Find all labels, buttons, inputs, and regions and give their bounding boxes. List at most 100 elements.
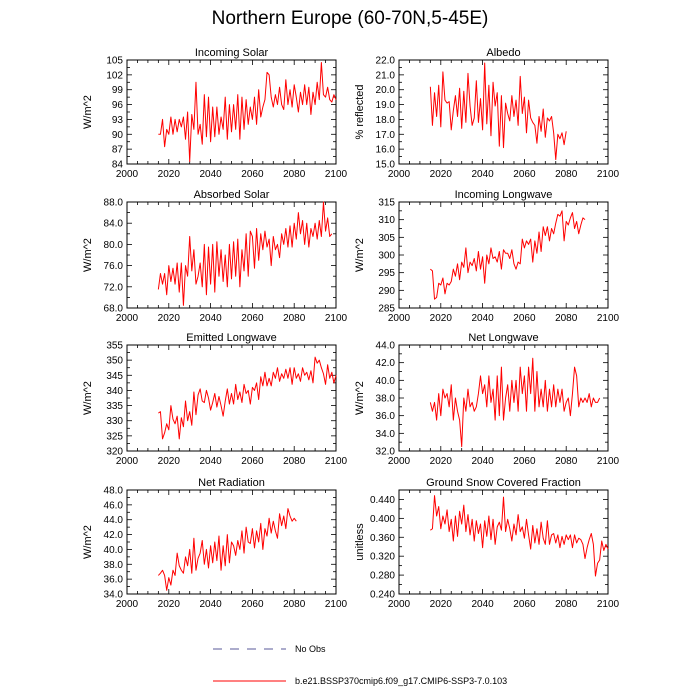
x-tick-label: 2000 [388, 599, 411, 610]
y-tick-label: 34.0 [104, 590, 124, 601]
x-tick-label: 2040 [471, 599, 494, 610]
y-tick-label: 350 [106, 356, 123, 367]
y-tick-label: 320 [106, 447, 123, 458]
x-tick-label: 2100 [325, 599, 348, 610]
y-tick-label: 17.0 [376, 130, 396, 141]
x-tick-label: 2000 [116, 599, 139, 610]
y-axis-label: W/m^2 [82, 95, 94, 129]
y-tick-label: 0.360 [370, 533, 395, 544]
y-axis-label: % reflected [354, 84, 366, 139]
x-tick-label: 2080 [555, 313, 578, 324]
x-tick-label: 2000 [116, 456, 139, 467]
y-tick-label: 93 [112, 115, 124, 126]
x-tick-label: 2080 [283, 456, 306, 467]
y-tick-label: 345 [106, 371, 123, 382]
panel-title: Absorbed Solar [194, 189, 270, 201]
x-tick-label: 2040 [471, 456, 494, 467]
y-tick-label: 18.0 [376, 115, 396, 126]
x-tick-label: 2060 [513, 456, 536, 467]
y-tick-label: 0.400 [370, 514, 395, 525]
y-tick-label: 80.0 [104, 240, 124, 251]
x-tick-label: 2100 [325, 456, 348, 467]
panel-title: Emitted Longwave [186, 332, 277, 344]
panel-emitted-longwave: Emitted Longwave 2000 2020 2040 2060 2080 2100… [82, 332, 348, 467]
y-tick-label: 285 [378, 304, 395, 315]
y-tick-label: 355 [106, 341, 123, 352]
panel-albedo: Albedo 2000 2020 2040 2060 2080 2100 15.0 16.0 17… [354, 47, 620, 180]
series-line [157, 508, 297, 591]
y-tick-label: 87 [112, 145, 124, 156]
y-tick-label: 0.240 [370, 590, 395, 601]
panel-incoming-longwave: Incoming Longwave 2000 2020 2040 2060 2080 210… [354, 189, 620, 324]
x-tick-label: 2060 [241, 169, 264, 180]
x-tick-label: 2040 [199, 599, 222, 610]
x-tick-label: 2000 [116, 313, 139, 324]
y-tick-label: 335 [106, 401, 123, 412]
x-tick-label: 2020 [430, 313, 453, 324]
x-tick-label: 2100 [597, 456, 620, 467]
panel-title: Incoming Longwave [455, 189, 553, 201]
y-axis-label: W/m^2 [82, 238, 94, 272]
x-tick-label: 2040 [199, 313, 222, 324]
x-tick-label: 2080 [555, 599, 578, 610]
y-tick-label: 68.0 [104, 304, 124, 315]
y-axis-label: W/m^2 [354, 238, 366, 272]
y-tick-label: 76.0 [104, 261, 124, 272]
plot-frame [398, 344, 609, 452]
y-tick-label: 42.0 [104, 530, 124, 541]
x-tick-label: 2000 [388, 313, 411, 324]
y-tick-label: 84 [112, 160, 124, 171]
x-tick-label: 2020 [158, 599, 181, 610]
y-tick-label: 305 [378, 233, 395, 244]
y-tick-label: 99 [112, 85, 124, 96]
y-tick-label: 40.0 [104, 545, 124, 556]
x-tick-label: 2060 [513, 599, 536, 610]
series-line [429, 357, 601, 448]
series-line [429, 62, 567, 161]
panel-ground-snow: Ground Snow Covered Fraction 2000 2020 2040… [354, 477, 620, 610]
x-tick-label: 2100 [325, 313, 348, 324]
plot-frame [398, 59, 609, 165]
y-tick-label: 34.0 [376, 429, 396, 440]
x-tick-label: 2080 [283, 313, 306, 324]
y-tick-label: 44.0 [104, 515, 124, 526]
plot-frame [126, 59, 337, 165]
y-tick-label: 44.0 [376, 341, 396, 352]
y-tick-label: 325 [106, 431, 123, 442]
y-tick-label: 48.0 [104, 486, 124, 497]
legend-obs-label: No Obs [295, 644, 326, 654]
y-tick-label: 22.0 [376, 56, 396, 67]
y-tick-label: 290 [378, 286, 395, 297]
y-tick-label: 90 [112, 130, 124, 141]
y-tick-label: 96 [112, 100, 124, 111]
y-tick-label: 72.0 [104, 282, 124, 293]
x-tick-label: 2000 [388, 169, 411, 180]
y-axis-label: W/m^2 [82, 525, 94, 559]
panel-title: Ground Snow Covered Fraction [426, 477, 581, 489]
panel-title: Incoming Solar [195, 47, 269, 59]
y-tick-label: 32.0 [376, 447, 396, 458]
x-tick-label: 2040 [471, 169, 494, 180]
y-tick-label: 102 [106, 70, 123, 81]
y-tick-label: 295 [378, 268, 395, 279]
legend: No Obs b.e21.BSSP370cmip6.f09_g17.CMIP6-S… [213, 644, 507, 686]
y-tick-label: 38.0 [104, 560, 124, 571]
panel-net-longwave: Net Longwave 2000 2020 2040 2060 2080 2100 32.0… [354, 332, 620, 467]
y-tick-label: 36.0 [376, 411, 396, 422]
y-tick-label: 20.0 [376, 85, 396, 96]
y-tick-label: 0.320 [370, 552, 395, 563]
x-tick-label: 2060 [513, 313, 536, 324]
x-tick-label: 2060 [513, 169, 536, 180]
x-tick-label: 2080 [283, 599, 306, 610]
x-tick-label: 2020 [158, 169, 181, 180]
y-tick-label: 310 [378, 215, 395, 226]
y-tick-label: 19.0 [376, 100, 396, 111]
y-tick-label: 16.0 [376, 145, 396, 156]
y-tick-label: 340 [106, 386, 123, 397]
x-tick-label: 2060 [241, 599, 264, 610]
series-line [158, 356, 337, 440]
y-axis-label: W/m^2 [354, 381, 366, 415]
x-tick-label: 2080 [555, 456, 578, 467]
x-tick-label: 2040 [199, 169, 222, 180]
y-tick-label: 42.0 [376, 358, 396, 369]
